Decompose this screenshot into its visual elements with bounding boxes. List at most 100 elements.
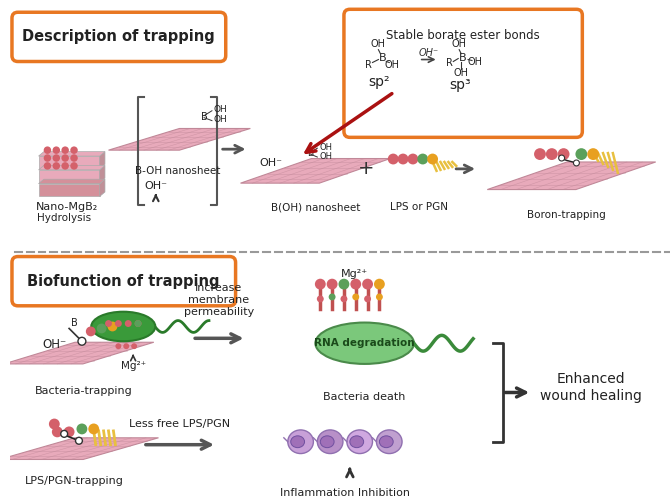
- Circle shape: [397, 154, 409, 164]
- Circle shape: [362, 279, 373, 289]
- Circle shape: [352, 293, 359, 300]
- Circle shape: [62, 154, 69, 162]
- Circle shape: [125, 320, 132, 327]
- Text: Biofunction of trapping: Biofunction of trapping: [27, 274, 220, 289]
- Circle shape: [574, 160, 580, 166]
- Text: OH: OH: [468, 56, 482, 67]
- Polygon shape: [39, 179, 105, 183]
- Circle shape: [534, 148, 546, 160]
- Ellipse shape: [377, 430, 402, 454]
- Circle shape: [587, 148, 599, 160]
- Circle shape: [107, 322, 117, 332]
- FancyBboxPatch shape: [12, 257, 236, 306]
- Ellipse shape: [347, 430, 373, 454]
- Ellipse shape: [288, 430, 314, 454]
- Circle shape: [576, 148, 587, 160]
- Circle shape: [135, 320, 141, 327]
- Polygon shape: [487, 162, 656, 190]
- Circle shape: [388, 154, 399, 164]
- Text: R: R: [365, 60, 372, 71]
- Circle shape: [52, 147, 60, 154]
- Polygon shape: [241, 159, 390, 183]
- Text: OH: OH: [320, 143, 332, 152]
- Text: OH: OH: [214, 105, 228, 114]
- Text: B-OH nanosheet: B-OH nanosheet: [135, 166, 220, 176]
- Text: Bacteria-trapping: Bacteria-trapping: [35, 386, 133, 396]
- Polygon shape: [39, 152, 105, 156]
- Polygon shape: [109, 129, 251, 150]
- Circle shape: [52, 154, 60, 162]
- Circle shape: [374, 279, 385, 289]
- Circle shape: [340, 295, 347, 302]
- Polygon shape: [100, 179, 105, 197]
- Circle shape: [546, 148, 557, 160]
- Text: OH⁻: OH⁻: [42, 338, 66, 351]
- Text: sp³: sp³: [450, 78, 471, 92]
- Text: Hydrolysis: Hydrolysis: [37, 213, 91, 223]
- Polygon shape: [39, 183, 100, 197]
- Circle shape: [417, 154, 428, 164]
- Circle shape: [76, 423, 87, 434]
- Circle shape: [96, 324, 107, 333]
- Polygon shape: [100, 165, 105, 182]
- Ellipse shape: [91, 311, 155, 341]
- Text: OH⁻: OH⁻: [419, 48, 439, 57]
- Circle shape: [317, 295, 324, 302]
- Circle shape: [52, 426, 63, 437]
- Circle shape: [329, 293, 336, 300]
- Text: OH: OH: [214, 115, 228, 124]
- Text: Stable borate ester bonds: Stable borate ester bonds: [387, 29, 540, 42]
- Text: sp²: sp²: [369, 75, 390, 89]
- Text: OH: OH: [454, 69, 468, 78]
- Ellipse shape: [320, 436, 334, 448]
- Text: RNA degradation: RNA degradation: [314, 338, 415, 348]
- Circle shape: [49, 419, 60, 429]
- Ellipse shape: [350, 436, 364, 448]
- Text: OH: OH: [385, 60, 400, 71]
- Circle shape: [559, 155, 565, 161]
- Text: +: +: [358, 159, 375, 178]
- Text: Bacteria death: Bacteria death: [324, 393, 406, 403]
- Circle shape: [44, 147, 51, 154]
- Text: OH⁻: OH⁻: [259, 158, 283, 168]
- Text: Increase
membrane
permeability: Increase membrane permeability: [184, 283, 254, 317]
- Circle shape: [315, 279, 326, 289]
- Text: Description of trapping: Description of trapping: [22, 29, 214, 44]
- Text: OH: OH: [452, 39, 467, 49]
- Circle shape: [44, 154, 51, 162]
- Circle shape: [427, 154, 438, 164]
- Circle shape: [115, 343, 121, 349]
- Text: R: R: [446, 58, 453, 69]
- Polygon shape: [0, 438, 159, 460]
- Text: B: B: [70, 318, 78, 328]
- FancyBboxPatch shape: [344, 9, 582, 138]
- Circle shape: [70, 147, 78, 154]
- Text: Less free LPS/PGN: Less free LPS/PGN: [129, 419, 230, 429]
- Circle shape: [131, 343, 137, 349]
- Circle shape: [70, 154, 78, 162]
- Ellipse shape: [318, 430, 343, 454]
- Text: LPS or PGN: LPS or PGN: [390, 203, 448, 212]
- Circle shape: [78, 337, 86, 345]
- Polygon shape: [39, 170, 100, 182]
- Text: B: B: [308, 149, 314, 158]
- Text: Nano-MgB₂: Nano-MgB₂: [36, 203, 98, 212]
- Circle shape: [64, 426, 74, 437]
- Circle shape: [338, 279, 349, 289]
- Circle shape: [135, 320, 141, 327]
- Text: Mg²⁺: Mg²⁺: [341, 269, 369, 279]
- Text: Enhanced
wound healing: Enhanced wound healing: [540, 372, 642, 403]
- Ellipse shape: [291, 436, 305, 448]
- Polygon shape: [39, 165, 105, 170]
- Text: OH⁻: OH⁻: [144, 180, 168, 191]
- Circle shape: [70, 162, 78, 170]
- Text: B: B: [379, 52, 386, 62]
- Circle shape: [407, 154, 418, 164]
- Circle shape: [364, 295, 371, 302]
- Circle shape: [350, 279, 361, 289]
- Circle shape: [123, 343, 129, 349]
- Circle shape: [44, 162, 51, 170]
- Circle shape: [376, 293, 383, 300]
- Circle shape: [115, 320, 122, 327]
- Circle shape: [62, 162, 69, 170]
